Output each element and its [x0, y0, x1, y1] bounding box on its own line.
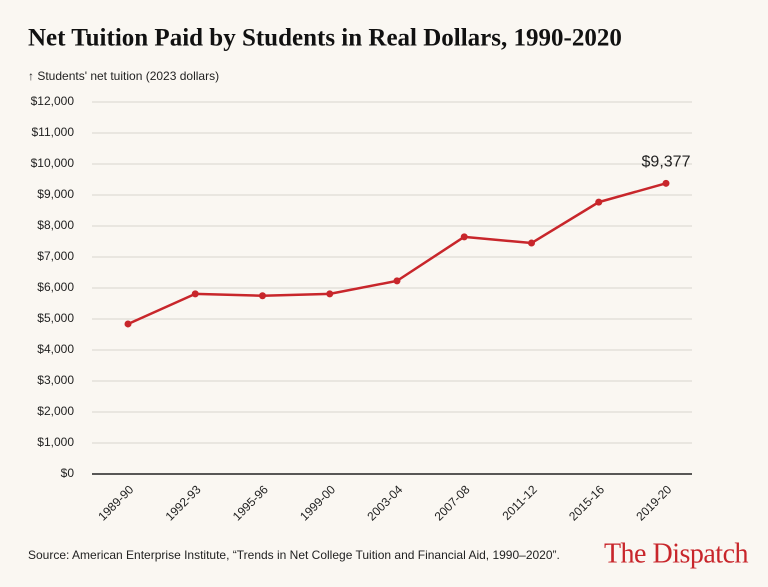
y-tick-label: $10,000 — [31, 156, 75, 170]
x-tick-label: 2011-12 — [499, 482, 540, 523]
x-tick-label: 2019-20 — [633, 482, 674, 523]
point — [326, 290, 334, 298]
y-tick-label: $2,000 — [37, 404, 74, 418]
data-label: $9,377 — [642, 154, 691, 171]
x-tick-label: 1992-93 — [163, 482, 204, 523]
y-tick-label: $1,000 — [37, 435, 74, 449]
x-tick-label: 1995-96 — [230, 482, 271, 523]
line — [127, 182, 667, 326]
point — [124, 320, 132, 328]
source: Source: American Enterprise Institute, “… — [28, 548, 560, 562]
y-tick-label: $9,000 — [37, 187, 74, 201]
y-tick-label: $7,000 — [37, 249, 74, 263]
brand: The Dispatch — [604, 538, 749, 569]
y-tick-label: $5,000 — [37, 311, 74, 325]
y-tick-label: $11,000 — [32, 125, 75, 139]
point — [528, 239, 535, 247]
y-axis-label: ↑ Students' net tuition (2023 dollars) — [28, 69, 219, 83]
chart-title: Net Tuition Paid by Students in Real Dol… — [28, 25, 622, 52]
y-tick-label: $6,000 — [37, 280, 74, 294]
point — [259, 292, 266, 300]
y-tick-label: $12,000 — [31, 94, 75, 108]
x-tick-label: 2003-04 — [364, 482, 405, 523]
x-tick-label: 1989-90 — [95, 482, 136, 523]
point — [393, 277, 401, 285]
point — [191, 290, 199, 298]
x-tick-label: 2015-16 — [566, 482, 607, 523]
y-tick-label: $4,000 — [37, 342, 74, 356]
x-tick-label: 2007-08 — [432, 482, 473, 523]
y-tick-label: $8,000 — [37, 218, 74, 232]
y-tick-label: $0 — [61, 466, 75, 480]
y-tick-label: $3,000 — [37, 373, 74, 387]
point — [460, 233, 468, 241]
point — [595, 198, 603, 206]
x-tick-label: 1999-00 — [297, 482, 338, 523]
point — [662, 179, 670, 187]
